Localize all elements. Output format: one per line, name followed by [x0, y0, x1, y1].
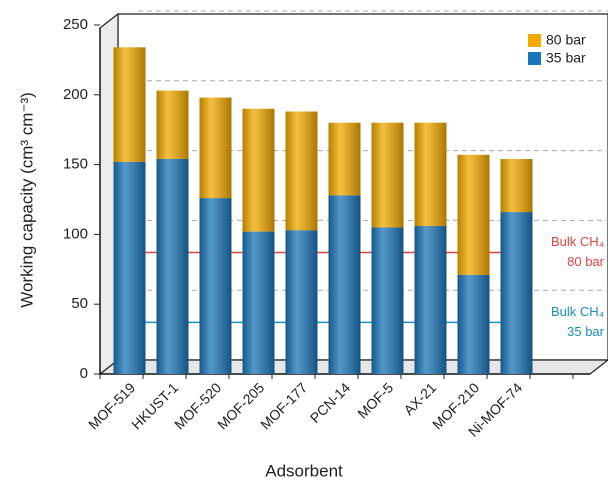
reference-label: Bulk CH₄ — [551, 304, 604, 319]
bar-shade — [113, 161, 146, 374]
reference-label: 80 bar — [567, 254, 605, 269]
bar-shade — [242, 108, 275, 232]
bar-shade — [242, 231, 275, 374]
x-tick-label: MOF-177 — [257, 379, 310, 432]
x-tick-label: MOF-5 — [354, 379, 396, 421]
bar-shade — [457, 274, 490, 374]
y-tick-label: 200 — [63, 86, 88, 103]
y-tick-label: 250 — [63, 16, 88, 33]
bar-shade — [285, 230, 318, 374]
bar-shade — [328, 195, 361, 374]
x-tick-label: PCN-14 — [307, 379, 354, 426]
x-tick-label: AX-21 — [400, 379, 439, 418]
reference-label: 35 bar — [567, 324, 605, 339]
legend-swatch — [528, 52, 541, 65]
y-axis-label: Working capacity (cm³ cm⁻³) — [17, 92, 36, 308]
bar-shade — [113, 47, 146, 162]
legend-label: 80 bar — [546, 32, 586, 48]
bar-shade — [285, 111, 318, 231]
bar-shade — [199, 97, 232, 199]
x-axis-label: Adsorbent — [265, 461, 343, 480]
bar-shade — [199, 198, 232, 374]
legend-label: 35 bar — [546, 50, 586, 66]
y-tick-label: 0 — [80, 365, 88, 382]
bar-shade — [414, 226, 447, 374]
bar-shade — [371, 227, 404, 374]
bar-shade — [457, 154, 490, 275]
bar-shade — [500, 212, 533, 374]
bar-shade — [500, 159, 533, 213]
bar-shade — [414, 122, 447, 227]
reference-label: Bulk CH₄ — [551, 234, 604, 249]
bar-shade — [328, 122, 361, 196]
y-tick-label: 150 — [63, 156, 88, 173]
legend-swatch — [528, 34, 541, 47]
bar-shade — [156, 90, 189, 160]
back-wall — [117, 13, 608, 361]
y-tick-label: 100 — [63, 225, 88, 242]
bar-shade — [371, 122, 404, 228]
bar-shade — [156, 159, 189, 374]
y-tick-label: 50 — [71, 295, 88, 312]
